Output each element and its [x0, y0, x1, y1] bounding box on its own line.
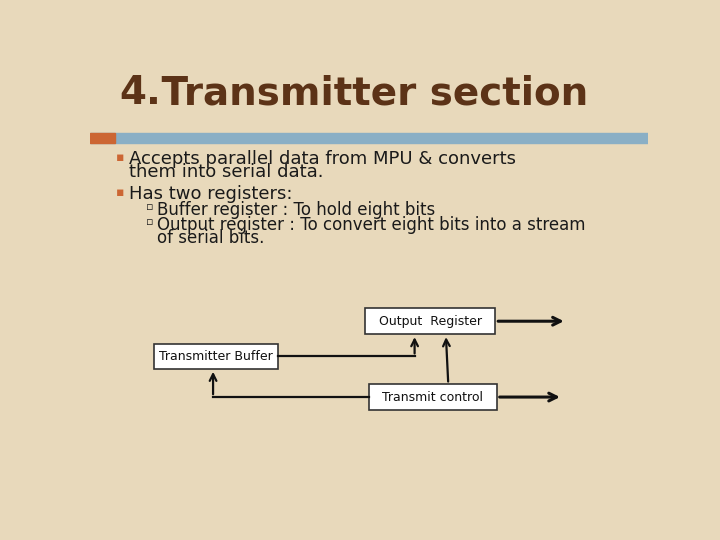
- Text: Buffer register : To hold eight bits: Buffer register : To hold eight bits: [157, 201, 435, 219]
- Text: ▫: ▫: [145, 217, 153, 227]
- FancyBboxPatch shape: [153, 343, 277, 369]
- Text: Output  Register: Output Register: [379, 315, 482, 328]
- Text: ▪: ▪: [117, 186, 125, 199]
- Text: Transmit control: Transmit control: [382, 390, 483, 403]
- Text: them into serial data.: them into serial data.: [129, 164, 323, 181]
- Text: Has two registers:: Has two registers:: [129, 185, 292, 203]
- Bar: [90, 132, 114, 143]
- Text: of serial bits.: of serial bits.: [157, 229, 264, 247]
- Text: Transmitter Buffer: Transmitter Buffer: [158, 350, 272, 363]
- Text: ▪: ▪: [117, 151, 125, 164]
- Bar: [90, 132, 648, 143]
- Text: 4.: 4.: [120, 74, 161, 112]
- FancyBboxPatch shape: [369, 384, 497, 410]
- Text: Output register : To convert eight bits into a stream: Output register : To convert eight bits …: [157, 217, 585, 234]
- Text: Transmitter section: Transmitter section: [148, 74, 588, 112]
- FancyBboxPatch shape: [365, 308, 495, 334]
- Text: Accepts parallel data from MPU & converts: Accepts parallel data from MPU & convert…: [129, 150, 516, 167]
- Text: ▫: ▫: [145, 202, 153, 212]
